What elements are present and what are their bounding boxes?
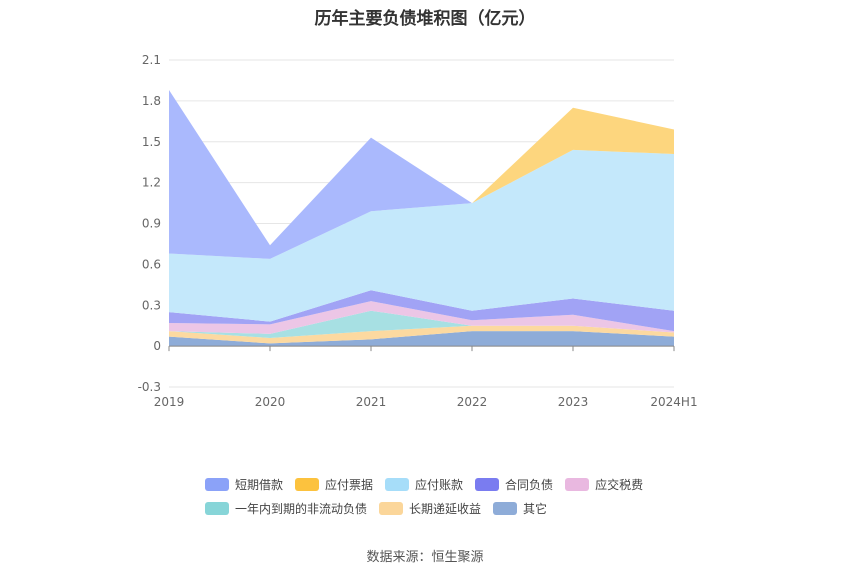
legend-row: 短期借款 应付票据 应付账款 合同负债 应交税费 [205, 472, 665, 496]
legend-swatch [493, 501, 518, 515]
y-tick-label: -0.3 [138, 380, 161, 394]
legend-item[interactable]: 长期递延收益 [379, 500, 481, 517]
legend-item[interactable]: 应付账款 [385, 476, 463, 493]
legend-label: 应付票据 [325, 477, 374, 492]
y-tick-label: 0 [153, 339, 161, 353]
area-series-2 [169, 310, 674, 338]
y-tick-label: 1.8 [142, 94, 161, 108]
y-tick-label: 0.6 [142, 257, 161, 271]
area-series-5 [169, 149, 674, 322]
legend-label: 一年内到期的非流动负债 [235, 501, 368, 516]
legend-item[interactable]: 合同负债 [475, 476, 553, 493]
area-series-1 [169, 325, 674, 344]
legend-item[interactable]: 应交税费 [565, 476, 643, 493]
area-series-7 [169, 89, 674, 259]
area-series-4 [169, 290, 674, 332]
legend-swatch [475, 477, 500, 491]
legend-swatch [565, 477, 590, 491]
y-tick-label: 1.2 [142, 176, 161, 190]
y-tick-label: 0.9 [142, 217, 161, 231]
y-tick-label: 1.5 [142, 135, 161, 149]
x-tick-label: 2021 [356, 395, 387, 409]
area-series-3 [169, 301, 674, 334]
legend-item[interactable]: 其它 [493, 500, 547, 517]
legend-item[interactable]: 短期借款 [205, 476, 283, 493]
legend-label: 其它 [523, 501, 548, 516]
legend-item[interactable]: 应付票据 [295, 476, 373, 493]
x-tick-label: 2024H1 [650, 395, 697, 409]
area-series [169, 89, 674, 347]
legend-row: 一年内到期的非流动负债 长期递延收益 其它 [205, 496, 665, 520]
legend-label: 短期借款 [235, 477, 284, 492]
legend-item[interactable]: 一年内到期的非流动负债 [205, 500, 367, 517]
legend-label: 应交税费 [595, 477, 644, 492]
legend-label: 长期递延收益 [409, 501, 482, 516]
data-source: 数据来源：恒生聚源 [366, 550, 484, 565]
area-series-0 [169, 331, 674, 347]
chart-title: 历年主要负债堆积图（亿元） [314, 9, 536, 29]
legend-swatch [205, 477, 229, 491]
legend-label: 合同负债 [505, 477, 554, 492]
x-tick-label: 2022 [457, 395, 488, 409]
x-tick-label: 2023 [558, 395, 589, 409]
x-tick-label: 2020 [255, 395, 286, 409]
legend-swatch [295, 477, 320, 491]
x-tick-label: 2019 [154, 395, 185, 409]
legend-swatch [205, 501, 229, 515]
legend-swatch [385, 477, 410, 491]
area-series-6 [169, 107, 674, 259]
legend-label: 应付账款 [415, 477, 464, 492]
y-tick-label: 0.3 [142, 298, 161, 312]
legend: 短期借款 应付票据 应付账款 合同负债 应交税费 一年内到期的非流动负债 长期递延收益 其它 [205, 472, 665, 520]
y-tick-label: 2.1 [142, 53, 161, 67]
legend-swatch [379, 501, 404, 515]
